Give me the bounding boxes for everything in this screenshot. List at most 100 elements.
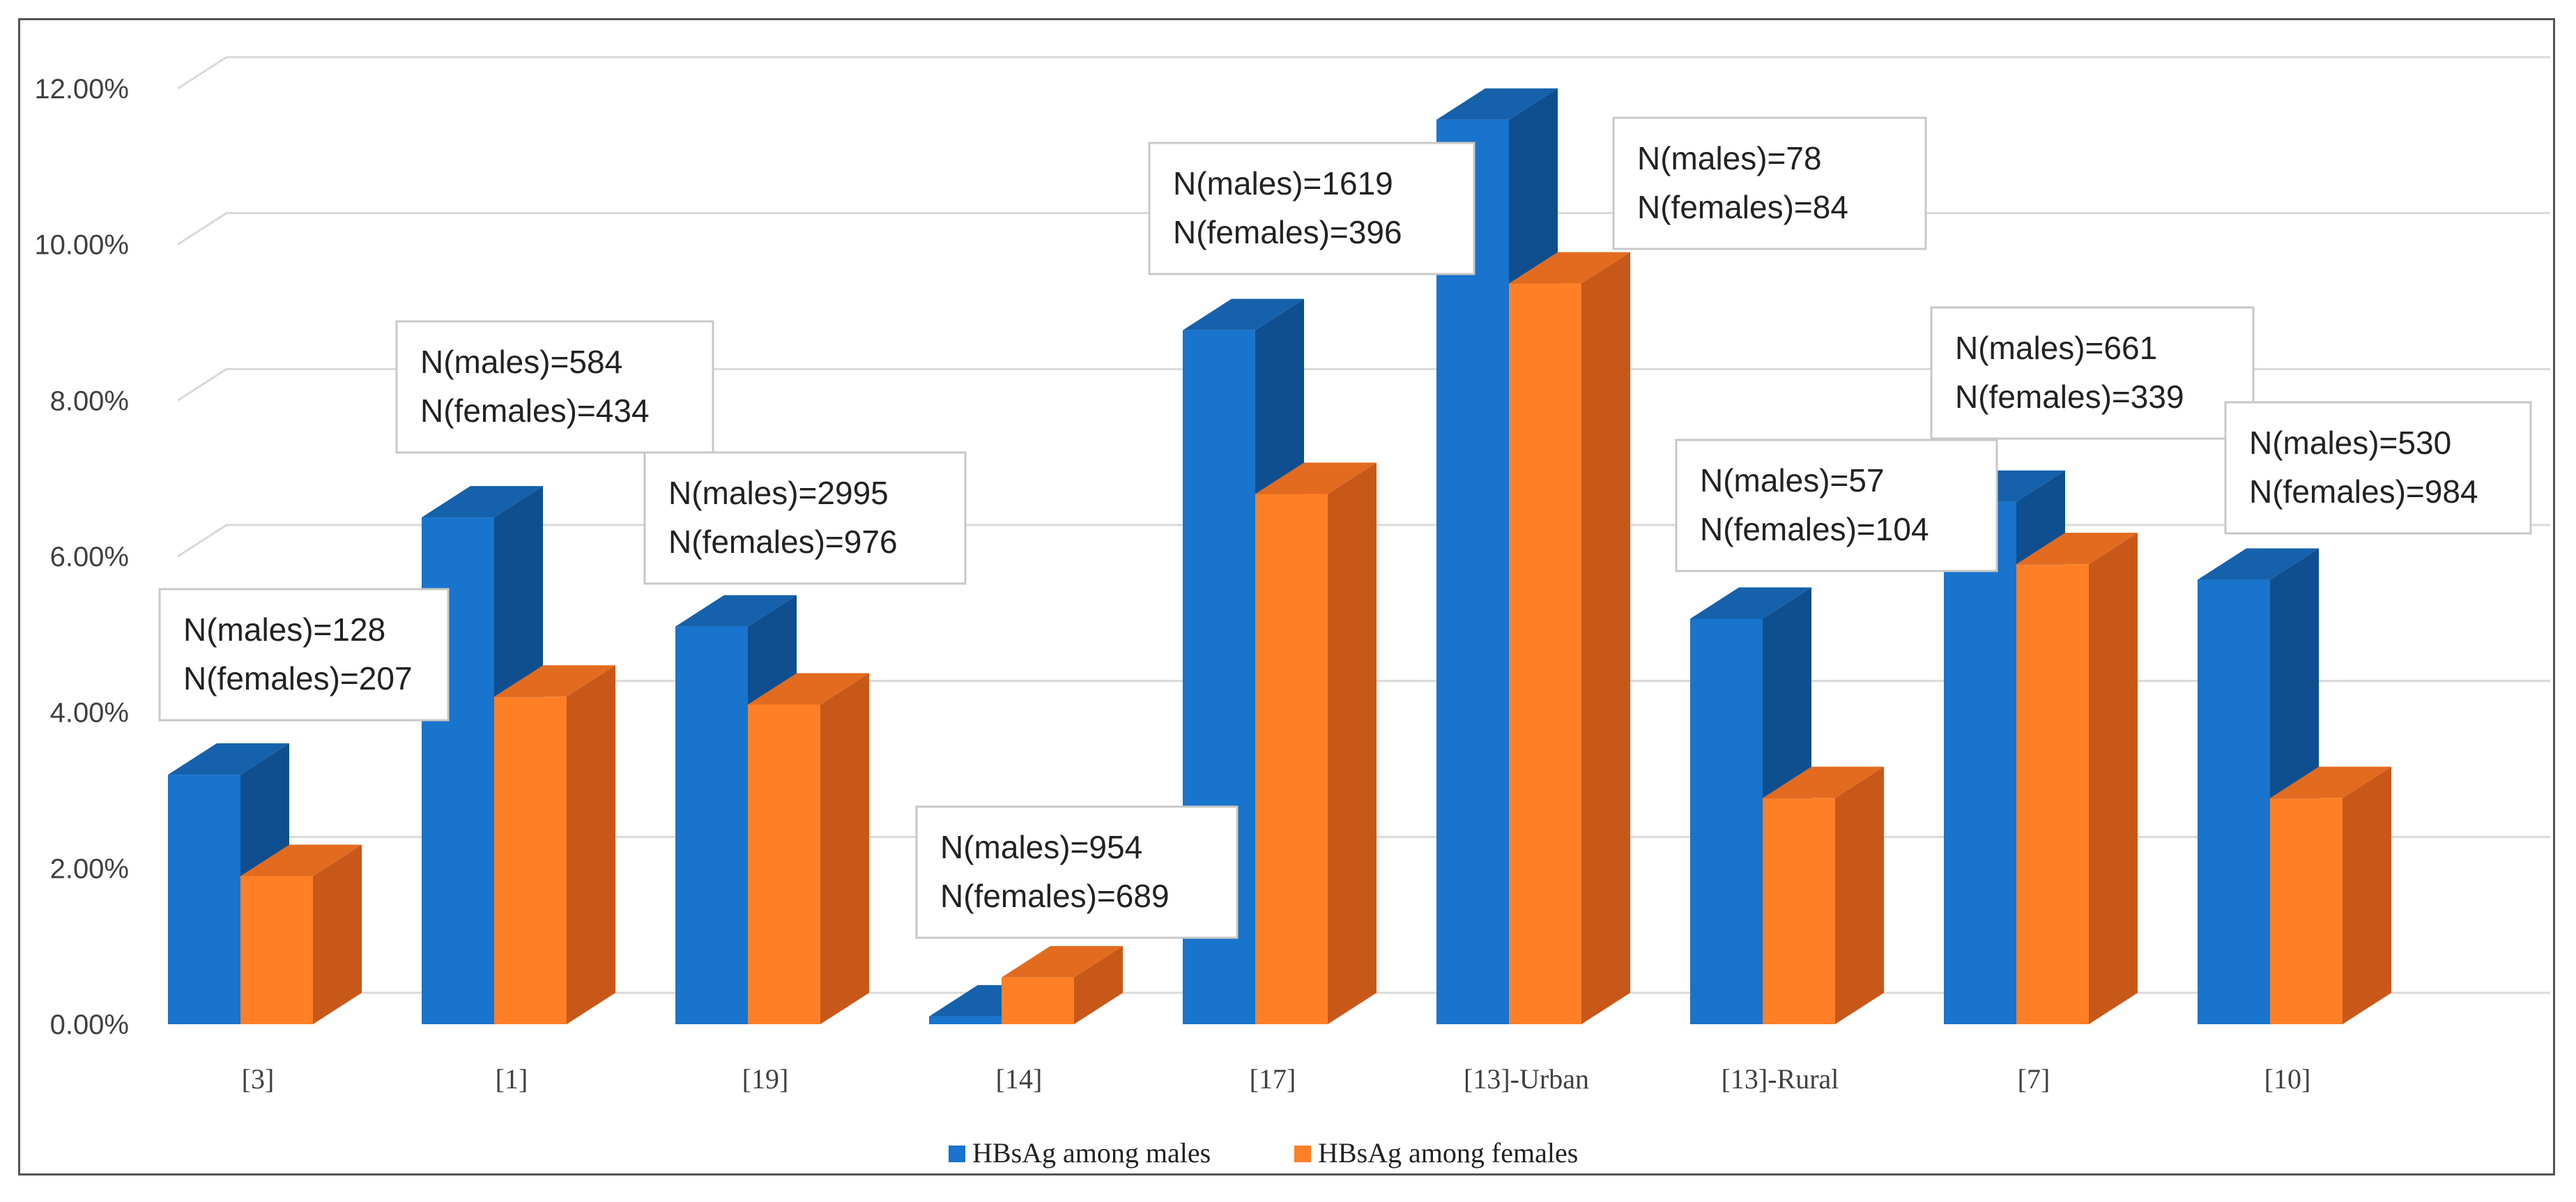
x-tick-label: [17]	[1250, 1063, 1296, 1095]
bar-front	[1002, 977, 1074, 1024]
bar-front	[168, 775, 240, 1024]
bar-females	[1763, 766, 1884, 1024]
annotation-box: N(males)=128 N(females)=207	[158, 588, 450, 722]
annotation-box: N(males)=78 N(females)=84	[1612, 116, 1927, 250]
bar-side	[820, 673, 869, 1024]
bar-top	[2198, 548, 2319, 580]
bar-front	[2270, 798, 2343, 1024]
gridline	[177, 367, 2550, 402]
annotation-males: N(males)=2995	[668, 475, 889, 511]
bar-side	[313, 844, 362, 1024]
x-tick-label: [13]-Rural	[1722, 1063, 1839, 1095]
bar-top	[2016, 533, 2138, 565]
annotation-box: N(males)=1619 N(females)=396	[1148, 142, 1475, 275]
bar-front	[494, 697, 567, 1024]
bar-top	[675, 595, 797, 627]
annotation-males: N(males)=128	[183, 611, 385, 648]
bar-chart: 0.00% 2.00% 4.00% 6.00% 8.00% 10.00% 12.00% [3…	[34, 56, 2550, 1169]
annotation-males: N(males)=584	[420, 344, 622, 380]
legend-item: HBsAg among females	[1294, 1137, 1578, 1169]
x-tick-label: [19]	[742, 1063, 789, 1095]
bar-front	[240, 876, 313, 1024]
bar-top	[2270, 766, 2391, 798]
annotation-box: N(males)=2995 N(females)=976	[643, 451, 967, 585]
bar-females	[748, 673, 869, 1024]
bar-top	[240, 844, 362, 876]
annotation-males: N(males)=78	[1637, 140, 1822, 176]
y-tick-label: 10.00%	[34, 230, 129, 261]
bar-top	[1509, 252, 1630, 284]
bar-front	[675, 626, 748, 1024]
annotation-box: N(males)=584 N(females)=434	[395, 320, 714, 454]
bar-side	[1328, 462, 1377, 1024]
bar-front	[1690, 618, 1763, 1024]
x-tick-label: [13]-Urban	[1464, 1063, 1589, 1095]
x-tick-label: [14]	[996, 1063, 1043, 1095]
bar-top	[1183, 298, 1304, 330]
gridline	[177, 56, 2550, 90]
annotation-females: N(females)=396	[1173, 214, 1402, 250]
bar-females	[1255, 462, 1377, 1024]
bar-front	[2198, 579, 2270, 1024]
bar-front	[2016, 564, 2089, 1024]
legend-label: HBsAg among males	[972, 1137, 1211, 1169]
annotation-males: N(males)=530	[2249, 425, 2451, 461]
bar-top	[1690, 587, 1811, 619]
bar-side	[2343, 766, 2391, 1024]
bar-front	[1255, 494, 1328, 1024]
annotation-females: N(females)=976	[668, 524, 898, 560]
bar-females	[1002, 945, 1123, 1024]
annotation-box: N(males)=57 N(females)=104	[1675, 439, 1998, 572]
legend-label: HBsAg among females	[1318, 1137, 1578, 1169]
bar-top	[1436, 88, 1558, 120]
legend: HBsAg among males HBsAg among females	[949, 1137, 1578, 1169]
x-tick-label: [7]	[2018, 1063, 2050, 1095]
bar-top	[1002, 945, 1123, 977]
bar-side	[1835, 766, 1884, 1024]
annotation-box: N(males)=954 N(females)=689	[915, 805, 1239, 939]
bar-females	[1509, 252, 1630, 1024]
bar-side	[1074, 945, 1123, 1024]
bar-top	[1255, 462, 1377, 494]
annotation-females: N(females)=207	[183, 660, 413, 697]
annotation-females: N(females)=104	[1700, 511, 1929, 547]
annotation-females: N(females)=984	[2249, 473, 2478, 510]
bar-males	[1690, 587, 1811, 1024]
sample-size-annotations: N(males)=128N(females)=207N(males)=584N(…	[158, 116, 2532, 939]
bar-front	[1763, 798, 1835, 1024]
legend-swatch	[1294, 1146, 1311, 1162]
bar-females	[240, 844, 362, 1024]
bar-females	[2270, 766, 2391, 1024]
annotation-males: N(males)=1619	[1173, 165, 1393, 201]
annotation-females: N(females)=84	[1637, 189, 1848, 225]
annotation-females: N(females)=434	[420, 393, 650, 429]
y-tick-label: 2.00%	[50, 853, 129, 884]
bar-top	[748, 673, 869, 705]
bar-front	[1509, 283, 1581, 1024]
y-tick-label: 12.00%	[34, 74, 129, 105]
bar-side	[1581, 252, 1630, 1024]
y-tick-label: 0.00%	[50, 1010, 129, 1040]
bar-females	[494, 665, 615, 1024]
y-tick-label: 6.00%	[50, 542, 129, 572]
bar-females	[2016, 533, 2138, 1024]
x-axis-ticks: [3] [1] [19] [14] [17] [13]-Urban [13]-Rural [7…	[242, 1063, 2311, 1095]
legend-item: HBsAg among males	[949, 1137, 1211, 1169]
bar-top	[422, 486, 543, 518]
x-tick-label: [1]	[496, 1063, 528, 1095]
y-tick-label: 4.00%	[50, 698, 129, 729]
bar-top	[168, 743, 289, 775]
annotation-box: N(males)=661 N(females)=339	[1930, 306, 2255, 440]
annotation-box: N(males)=530 N(females)=984	[2224, 401, 2532, 535]
annotation-females: N(females)=689	[940, 878, 1170, 914]
y-tick-label: 8.00%	[50, 386, 129, 416]
x-tick-label: [3]	[242, 1063, 275, 1095]
x-tick-label: [10]	[2264, 1063, 2311, 1095]
annotation-males: N(males)=954	[940, 829, 1142, 865]
bar-front	[748, 704, 820, 1024]
bar-top	[1763, 766, 1884, 798]
y-axis-ticks: 0.00% 2.00% 4.00% 6.00% 8.00% 10.00% 12.00%	[34, 74, 129, 1040]
annotation-males: N(males)=661	[1955, 330, 2157, 366]
annotation-males: N(males)=57	[1700, 462, 1885, 499]
bar-front	[1944, 501, 2016, 1024]
